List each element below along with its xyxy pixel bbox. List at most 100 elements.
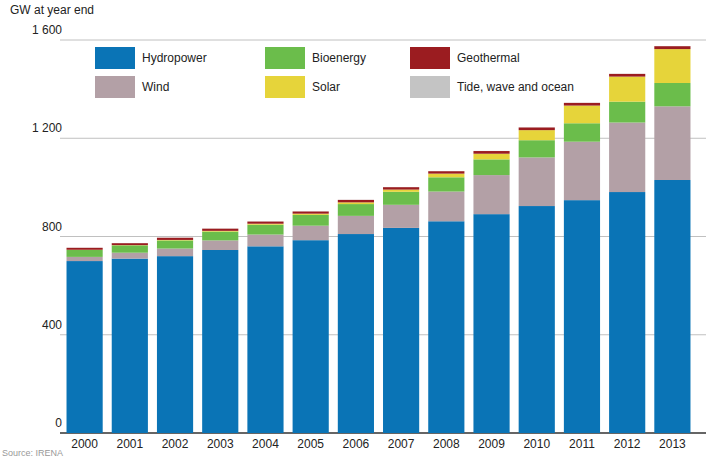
bar-segment: [67, 248, 103, 250]
legend-swatch: [410, 47, 450, 69]
bar-segment: [338, 200, 374, 202]
bar-segment: [157, 238, 193, 240]
x-tick-label: 2011: [569, 437, 595, 451]
bar-segment: [654, 106, 690, 180]
x-tick-label: 2012: [614, 437, 641, 451]
grid-line: [60, 40, 706, 41]
bar-segment: [428, 171, 464, 172]
bar-segment: [428, 171, 464, 173]
x-tick-label: 2013: [659, 437, 686, 451]
bar-segment: [473, 214, 509, 433]
chart: GW at year end04008001 2001 600200020012…: [0, 0, 722, 458]
bar-segment: [112, 259, 148, 433]
bar-segment: [609, 192, 645, 433]
bar-segment: [383, 187, 419, 189]
bar-segment: [564, 103, 600, 106]
bar-segment: [202, 240, 238, 250]
bar-segment: [609, 73, 645, 74]
bar-segment: [112, 243, 148, 245]
legend-label: Tide, wave and ocean: [457, 80, 574, 94]
legend-swatch: [410, 76, 450, 98]
bar-segment: [293, 211, 329, 212]
bar-segment: [383, 190, 419, 192]
bar-segment: [654, 46, 690, 49]
bar-segment: [473, 159, 509, 175]
bar-segment: [247, 235, 283, 247]
bar-segment: [428, 177, 464, 191]
bar-segment: [338, 216, 374, 234]
bar-segment: [383, 205, 419, 228]
bar-segment: [338, 199, 374, 200]
x-tick-label: 2007: [388, 437, 415, 451]
bar-segment: [67, 257, 103, 261]
legend-swatch: [265, 76, 305, 98]
bar-segment: [157, 249, 193, 257]
bar-segment: [338, 204, 374, 216]
legend-swatch: [95, 47, 135, 69]
bar-segment: [247, 246, 283, 433]
bar-segment: [202, 232, 238, 241]
bar-segment: [473, 154, 509, 160]
bar-segment: [564, 102, 600, 103]
x-tick-label: 2006: [343, 437, 370, 451]
bar-segment: [519, 127, 555, 128]
bar-segment: [564, 123, 600, 141]
bar-segment: [112, 243, 148, 244]
bar-segment: [247, 222, 283, 224]
bar-segment: [293, 240, 329, 433]
bar-segment: [202, 228, 238, 229]
bar-segment: [654, 49, 690, 83]
source-note: Source: IRENA: [2, 448, 63, 458]
bar-segment: [157, 256, 193, 433]
bar-segment: [609, 102, 645, 123]
bars: [67, 46, 691, 433]
x-tick-label: 2000: [71, 437, 98, 451]
bar-segment: [383, 192, 419, 205]
bar-segment: [428, 221, 464, 433]
legend-label: Geothermal: [457, 51, 520, 65]
bar-segment: [293, 214, 329, 215]
bar-segment: [564, 142, 600, 200]
bar-segment: [609, 74, 645, 77]
x-tick-label: 2008: [433, 437, 460, 451]
bar-segment: [519, 127, 555, 130]
legend-swatch: [95, 76, 135, 98]
bar-segment: [293, 211, 329, 213]
bar-segment: [473, 151, 509, 154]
x-tick-label: 2002: [162, 437, 189, 451]
bar-segment: [609, 77, 645, 102]
bar-segment: [428, 174, 464, 178]
bar-segment: [564, 200, 600, 433]
bar-segment: [247, 221, 283, 222]
bar-segment: [157, 237, 193, 238]
x-tick-label: 2001: [116, 437, 143, 451]
bar-segment: [519, 157, 555, 206]
bar-segment: [383, 187, 419, 188]
legend-swatch: [265, 47, 305, 69]
x-tick-label: 2010: [523, 437, 550, 451]
bar-segment: [202, 250, 238, 433]
y-tick-label: 0: [55, 416, 62, 430]
bar-segment: [473, 150, 509, 151]
bar-segment: [519, 140, 555, 157]
bar-segment: [293, 215, 329, 226]
y-axis-title: GW at year end: [10, 3, 94, 17]
bar-segment: [293, 226, 329, 240]
y-tick-label: 1 600: [32, 23, 62, 37]
bar-segment: [654, 180, 690, 433]
y-tick-label: 400: [42, 318, 62, 332]
bar-segment: [519, 206, 555, 433]
legend-label: Hydropower: [142, 51, 207, 65]
bar-segment: [609, 123, 645, 193]
legend-label: Bioenergy: [312, 51, 366, 65]
bar-segment: [67, 250, 103, 257]
bar-segment: [67, 261, 103, 433]
x-tick-label: 2004: [252, 437, 279, 451]
bar-segment: [202, 229, 238, 231]
bar-segment: [338, 202, 374, 204]
x-tick-label: 2003: [207, 437, 234, 451]
bar-segment: [473, 175, 509, 214]
bar-segment: [564, 106, 600, 124]
x-tick-label: 2005: [297, 437, 324, 451]
bar-segment: [428, 192, 464, 222]
